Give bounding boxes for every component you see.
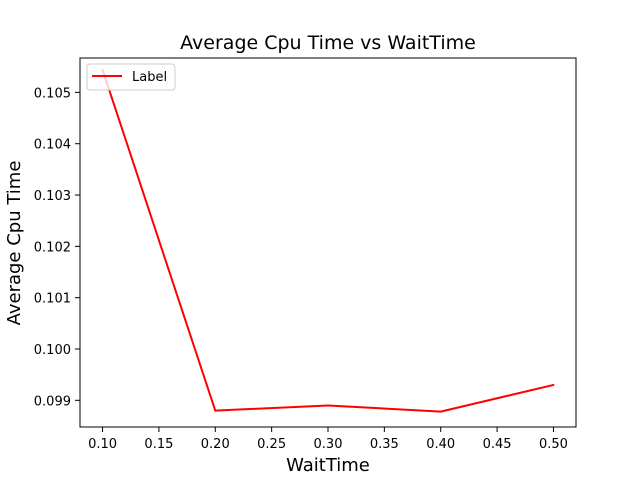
legend-box [86, 63, 176, 91]
x-tick-label: 0.25 [257, 437, 286, 452]
x-tick-label: 0.15 [144, 437, 173, 452]
y-tick-label: 0.102 [34, 240, 71, 255]
y-tick-label: 0.101 [34, 292, 71, 307]
y-tick-label: 0.100 [34, 343, 71, 358]
y-tick-label: 0.104 [34, 138, 71, 153]
y-tick-label: 0.105 [34, 86, 71, 101]
y-axis-ticks: 0.099 0.100 0.101 0.102 0.103 0.104 0.105 [34, 86, 80, 409]
x-axis-label: WaitTime [286, 455, 370, 476]
plot-area [80, 58, 576, 427]
series-point [552, 383, 555, 386]
y-tick-label: 0.099 [34, 394, 71, 409]
x-tick-label: 0.40 [426, 437, 455, 452]
x-tick-label: 0.20 [201, 437, 230, 452]
x-tick-label: 0.10 [88, 437, 117, 452]
legend-entry-label: Label [132, 70, 167, 85]
series-point [439, 410, 442, 413]
y-axis-label: Average Cpu Time [4, 161, 25, 326]
chart-title: Average Cpu Time vs WaitTime [180, 32, 476, 54]
y-tick-label: 0.103 [34, 189, 71, 204]
x-tick-label: 0.35 [370, 437, 399, 452]
x-axis-ticks: 0.10 0.15 0.20 0.25 0.30 0.35 0.40 0.45 0.50 [88, 427, 568, 452]
plot-frame [79, 57, 577, 428]
x-tick-label: 0.45 [483, 437, 512, 452]
plot-background [80, 58, 576, 427]
series-point [214, 409, 217, 412]
x-tick-label: 0.30 [314, 437, 343, 452]
series-point [327, 404, 329, 407]
legend: Label [86, 63, 176, 91]
x-tick-label: 0.50 [539, 437, 568, 452]
